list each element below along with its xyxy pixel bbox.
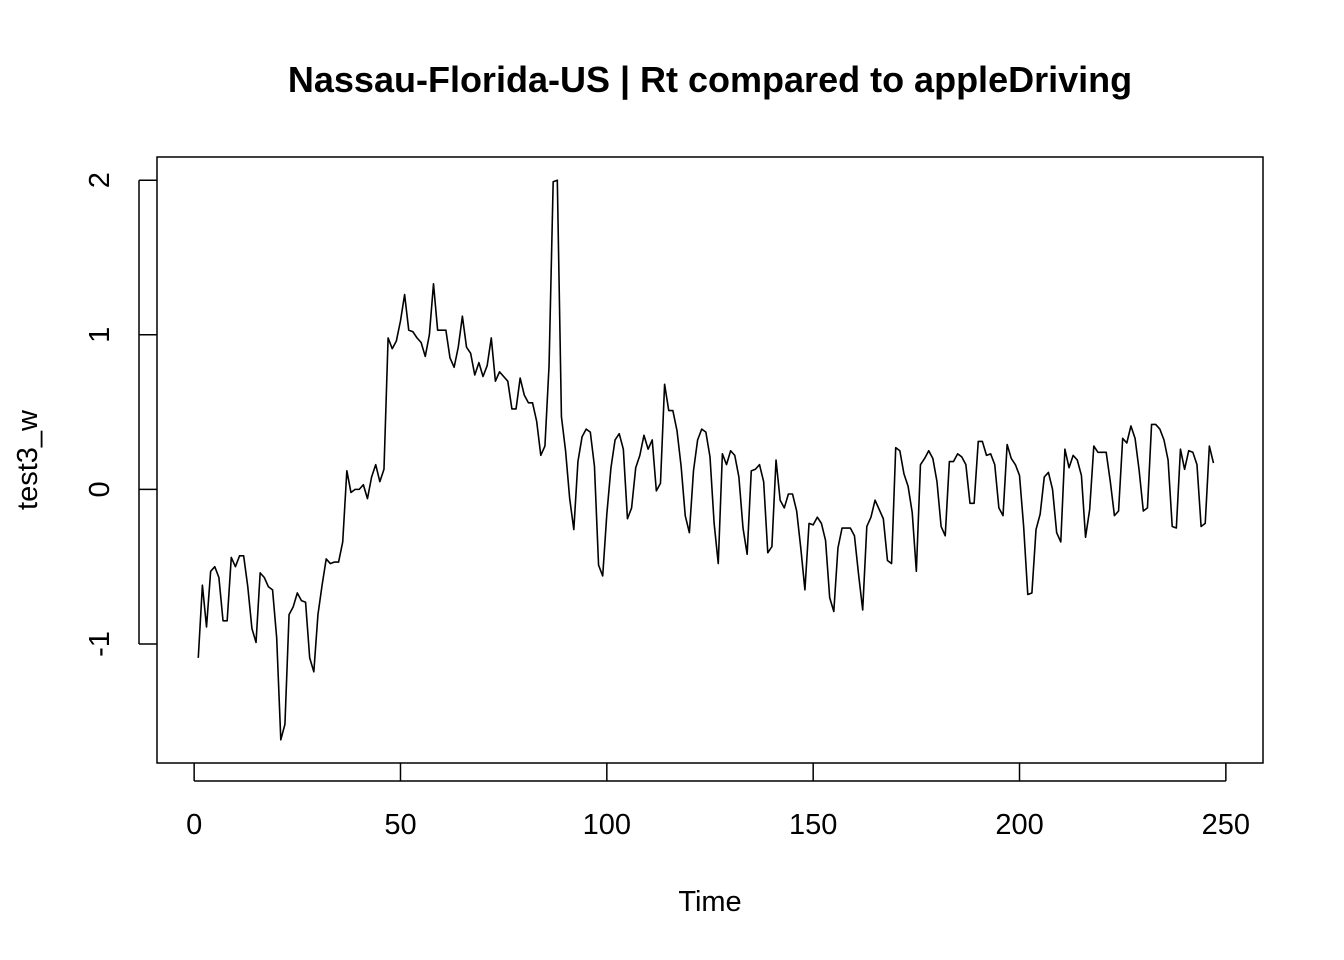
x-tick-label: 100 [583,809,631,841]
chart-title: Nassau-Florida-US | Rt compared to apple… [288,59,1132,101]
x-tick-label: 250 [1202,809,1250,841]
x-tick-label: 0 [186,809,202,841]
x-axis: 0 50 100 150 200 250 [186,763,1250,841]
x-axis-label: Time [678,886,741,918]
y-tick-label: -1 [84,631,116,657]
y-tick-label: 0 [84,481,116,497]
x-tick-label: 150 [789,809,837,841]
x-tick-label: 200 [995,809,1043,841]
series-line [197,179,1215,741]
y-axis-label: test3_w [12,409,44,510]
x-tick-label: 50 [384,809,416,841]
plot-frame [156,156,1264,764]
y-axis: -1 0 1 2 [84,172,157,657]
y-tick-label: 1 [84,327,116,343]
y-tick-label: 2 [84,172,116,188]
